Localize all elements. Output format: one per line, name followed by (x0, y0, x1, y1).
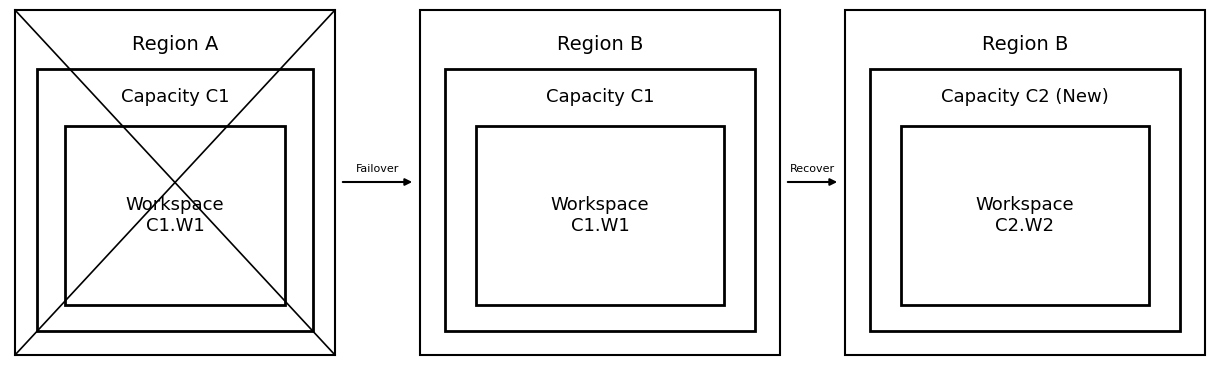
Text: Region B: Region B (982, 35, 1068, 55)
Text: Region B: Region B (557, 35, 643, 55)
Bar (65, 126, 285, 305)
Text: Capacity C1: Capacity C1 (546, 87, 654, 106)
Bar (446, 69, 755, 331)
Bar (845, 10, 1205, 355)
Text: Capacity C1: Capacity C1 (121, 87, 229, 106)
Text: Recover: Recover (790, 164, 836, 174)
Bar (870, 69, 1180, 331)
Bar (38, 69, 313, 331)
Text: Workspace
C2.W2: Workspace C2.W2 (976, 196, 1074, 235)
Bar (15, 10, 335, 355)
Text: Failover: Failover (356, 164, 400, 174)
Text: Region A: Region A (132, 35, 218, 55)
Bar (420, 10, 780, 355)
Bar (476, 126, 723, 305)
Text: Capacity C2 (New): Capacity C2 (New) (942, 87, 1108, 106)
Bar (901, 126, 1149, 305)
Text: Workspace
C1.W1: Workspace C1.W1 (551, 196, 649, 235)
Text: Workspace
C1.W1: Workspace C1.W1 (125, 196, 224, 235)
